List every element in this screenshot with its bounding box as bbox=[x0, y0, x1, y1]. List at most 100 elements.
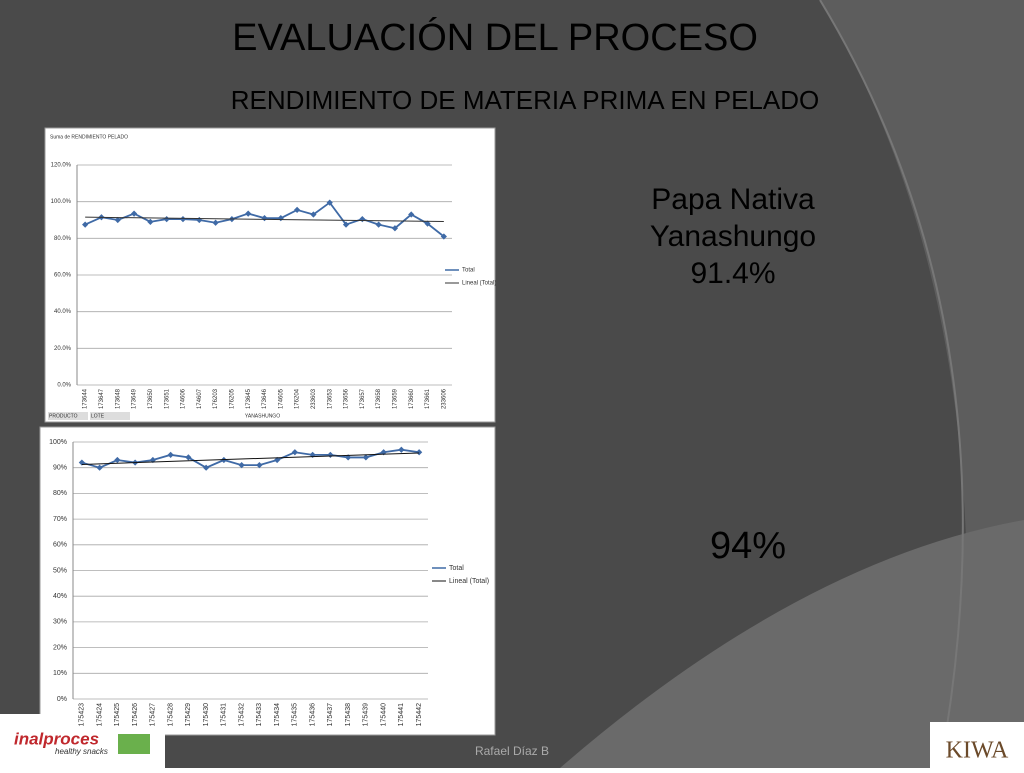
x-tick-label: 175436 bbox=[309, 703, 316, 726]
x-tick-label: 173657 bbox=[360, 388, 366, 409]
x-tick-label: 176204 bbox=[295, 388, 301, 409]
x-tick-label: 175426 bbox=[132, 703, 139, 726]
x-tick-label: 175431 bbox=[221, 703, 228, 726]
x-tick-label: 175435 bbox=[292, 703, 299, 726]
y-tick-label: 20% bbox=[53, 644, 67, 651]
y-tick-label: 90% bbox=[53, 465, 67, 472]
chart-frame bbox=[39, 426, 496, 736]
legend-label: Total bbox=[449, 565, 464, 572]
y-tick-label: 60% bbox=[53, 542, 67, 549]
marker bbox=[424, 220, 431, 227]
x-tick-label: 173650 bbox=[148, 388, 154, 409]
note: 94% bbox=[710, 525, 786, 567]
x-tick-label: 173649 bbox=[132, 388, 138, 409]
field-button bbox=[48, 412, 88, 420]
y-tick-label: 80.0% bbox=[54, 236, 72, 242]
x-tick-label: 175440 bbox=[380, 703, 387, 726]
marker bbox=[416, 449, 423, 456]
x-tick-label: 173653 bbox=[327, 388, 333, 409]
logo-text: inalproces bbox=[14, 729, 99, 748]
x-tick-label: 175432 bbox=[238, 703, 245, 726]
x-tick-label: 173645 bbox=[246, 388, 252, 409]
marker bbox=[147, 218, 154, 225]
x-tick-label: 173660 bbox=[409, 388, 415, 409]
y-tick-label: 40.0% bbox=[54, 309, 72, 315]
y-tick-label: 60.0% bbox=[54, 273, 72, 279]
marker bbox=[130, 210, 138, 217]
logo-icon bbox=[118, 734, 150, 754]
x-tick-label: 174606 bbox=[181, 388, 187, 409]
marker bbox=[256, 462, 263, 469]
x-tick-label: 173647 bbox=[99, 388, 105, 409]
y-tick-label: 70% bbox=[53, 516, 67, 523]
logo-text: healthy snacks bbox=[55, 747, 108, 756]
marker bbox=[362, 454, 369, 461]
x-tick-label: 176203 bbox=[213, 388, 219, 409]
trend-line bbox=[85, 216, 444, 223]
marker bbox=[212, 219, 219, 226]
group-label: YANASHUNGO bbox=[245, 413, 280, 419]
x-tick-label: 173661 bbox=[425, 388, 431, 409]
logo-box bbox=[930, 722, 1024, 768]
x-tick-label: 175429 bbox=[185, 703, 192, 726]
x-tick-label: 175425 bbox=[114, 703, 121, 726]
logo-text: KIWA bbox=[946, 738, 1009, 764]
field-label: LOTE bbox=[91, 413, 105, 419]
legend-label: Total bbox=[462, 268, 475, 274]
x-tick-label: 175438 bbox=[345, 703, 352, 726]
field-button bbox=[90, 412, 130, 420]
marker bbox=[245, 210, 252, 217]
x-tick-label: 174605 bbox=[278, 388, 284, 409]
x-tick-label: 173659 bbox=[393, 388, 399, 409]
x-tick-label: 175428 bbox=[167, 703, 174, 726]
x-tick-label: 175424 bbox=[96, 703, 103, 726]
y-tick-label: 120.0% bbox=[51, 163, 72, 169]
decor-line bbox=[819, 0, 964, 769]
decor-arc bbox=[560, 520, 1024, 768]
x-tick-label: 175442 bbox=[416, 703, 423, 726]
x-tick-label: 173656 bbox=[344, 388, 350, 409]
x-tick-label: 175439 bbox=[363, 703, 370, 726]
x-tick-label: 174607 bbox=[197, 388, 203, 409]
x-tick-label: 173644 bbox=[83, 388, 89, 409]
note: 91.4% bbox=[690, 257, 775, 290]
note: Papa Nativa bbox=[651, 183, 815, 216]
y-tick-label: 100% bbox=[49, 439, 67, 446]
y-tick-label: 80% bbox=[53, 490, 67, 497]
x-tick-label: 173646 bbox=[262, 388, 268, 409]
field-label: PRODUCTO bbox=[49, 413, 78, 419]
y-tick-label: 100.0% bbox=[51, 199, 72, 205]
author: Rafael Díaz B bbox=[475, 744, 549, 758]
trend-line bbox=[81, 452, 420, 465]
x-tick-label: 173658 bbox=[376, 388, 382, 409]
y-tick-label: 0% bbox=[57, 696, 67, 703]
legend-label: Lineal (Total) bbox=[449, 578, 489, 585]
chart-title: Suma de RENDIMIENTO PELADO bbox=[50, 134, 128, 140]
y-tick-label: 10% bbox=[53, 670, 67, 677]
x-tick-label: 233603 bbox=[311, 388, 317, 409]
x-tick-label: 175437 bbox=[327, 703, 334, 726]
x-tick-label: 175441 bbox=[398, 703, 405, 726]
marker bbox=[179, 215, 187, 223]
title: EVALUACIÓN DEL PROCESO bbox=[232, 16, 758, 59]
subtitle: RENDIMIENTO DE MATERIA PRIMA EN PELADO bbox=[231, 85, 819, 115]
y-tick-label: 50% bbox=[53, 567, 67, 574]
x-tick-label: 233606 bbox=[441, 388, 447, 409]
x-tick-label: 176205 bbox=[229, 388, 235, 409]
x-tick-label: 175427 bbox=[150, 703, 157, 726]
marker bbox=[291, 449, 298, 456]
y-tick-label: 30% bbox=[53, 619, 67, 626]
x-tick-label: 175433 bbox=[256, 703, 263, 726]
marker bbox=[293, 206, 301, 214]
y-tick-label: 20.0% bbox=[54, 346, 72, 352]
marker bbox=[398, 446, 405, 453]
y-tick-label: 40% bbox=[53, 593, 67, 600]
y-tick-label: 0.0% bbox=[57, 383, 71, 389]
x-tick-label: 175430 bbox=[203, 703, 210, 726]
note: Yanashungo bbox=[650, 220, 816, 253]
marker bbox=[82, 221, 89, 228]
legend-label: Lineal (Total) bbox=[462, 281, 496, 287]
x-tick-label: 175423 bbox=[79, 703, 86, 726]
